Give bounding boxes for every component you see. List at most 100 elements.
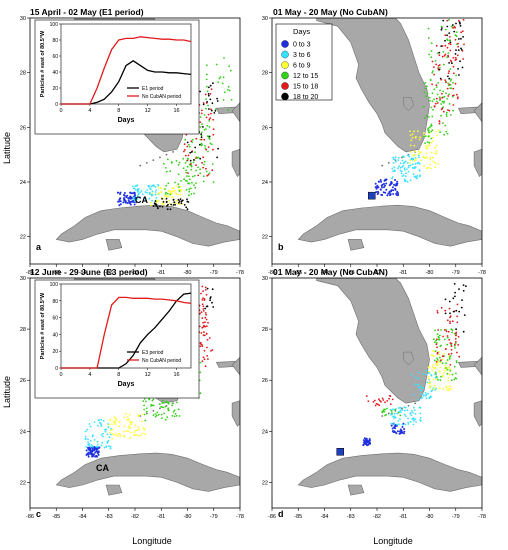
particle — [385, 188, 388, 191]
lon-tick-label: -81 — [399, 270, 407, 276]
particle — [454, 59, 457, 61]
particle — [446, 335, 449, 337]
particle — [446, 56, 448, 59]
particle — [383, 186, 385, 189]
particle — [195, 169, 197, 172]
particle — [392, 193, 395, 195]
particle — [186, 141, 189, 144]
particle — [442, 19, 445, 22]
particle — [444, 364, 447, 367]
particle — [410, 139, 413, 142]
particle — [430, 123, 433, 126]
lon-tick-label: -78 — [236, 270, 244, 276]
particle — [145, 400, 147, 403]
particle — [115, 433, 118, 436]
particle — [377, 186, 380, 189]
particle — [212, 133, 215, 136]
lon-tick-label: -83 — [347, 514, 355, 520]
particle — [434, 162, 437, 164]
particle — [443, 352, 445, 355]
particle — [137, 192, 140, 195]
particle — [138, 428, 141, 430]
particle — [199, 172, 202, 175]
particle — [397, 407, 400, 409]
particle — [113, 434, 116, 436]
particle — [433, 73, 435, 76]
particle — [419, 417, 422, 419]
particle — [428, 141, 431, 144]
particle — [212, 148, 214, 151]
particle — [104, 429, 106, 431]
particle — [93, 447, 96, 450]
particle — [428, 116, 430, 118]
particle — [154, 186, 157, 188]
particle — [442, 90, 445, 93]
particle — [453, 332, 456, 335]
particle — [435, 343, 438, 346]
particle — [213, 112, 216, 114]
particle — [457, 344, 460, 346]
particle — [434, 329, 436, 332]
particle — [427, 366, 430, 369]
inset-series-line — [61, 292, 192, 369]
particle — [397, 194, 400, 196]
particle — [388, 194, 391, 197]
particle — [428, 53, 430, 56]
particle — [427, 377, 430, 380]
particle — [448, 307, 451, 310]
particle — [439, 77, 442, 80]
particle — [212, 118, 215, 121]
particle — [453, 72, 455, 75]
particle — [209, 297, 212, 300]
particle — [129, 413, 131, 416]
particle — [411, 133, 414, 136]
particle — [408, 155, 411, 158]
particle — [155, 205, 158, 207]
isla-juventud-land — [347, 484, 365, 496]
particle — [435, 375, 438, 378]
particle — [204, 312, 207, 314]
particle — [101, 441, 104, 444]
particle — [461, 299, 463, 301]
particle — [200, 112, 203, 115]
particle — [462, 18, 465, 21]
particle — [401, 175, 404, 178]
particle — [458, 288, 460, 290]
particle — [214, 110, 217, 112]
particle — [365, 443, 368, 446]
particle — [206, 85, 208, 88]
particle — [154, 203, 157, 206]
particle — [137, 434, 140, 437]
particle — [423, 135, 425, 138]
particle — [399, 414, 402, 417]
particle — [129, 423, 132, 426]
inset-legend-label: E1 period — [142, 86, 164, 92]
particle — [403, 167, 406, 170]
particle — [426, 156, 428, 158]
lon-tick-label: -84 — [321, 514, 329, 520]
particle — [207, 104, 209, 107]
particle — [406, 409, 409, 411]
particle — [118, 421, 121, 423]
particle — [142, 400, 145, 402]
keys-island — [172, 151, 174, 153]
particle — [435, 100, 438, 103]
particle — [416, 383, 419, 386]
lat-tick-label: 28 — [262, 327, 268, 333]
particle — [167, 182, 170, 185]
particle — [462, 36, 464, 38]
particle — [436, 310, 439, 312]
particle — [437, 163, 439, 165]
particle — [202, 321, 205, 324]
particle — [395, 192, 398, 195]
lon-tick-label: -85 — [52, 270, 60, 276]
particle — [116, 435, 119, 437]
particle — [89, 446, 92, 448]
particle — [449, 312, 451, 315]
particle — [165, 197, 168, 200]
particle — [424, 142, 426, 145]
inset-y-tick-label: 20 — [52, 86, 58, 92]
particle — [448, 300, 451, 303]
particle — [462, 58, 465, 60]
particle — [212, 181, 215, 184]
